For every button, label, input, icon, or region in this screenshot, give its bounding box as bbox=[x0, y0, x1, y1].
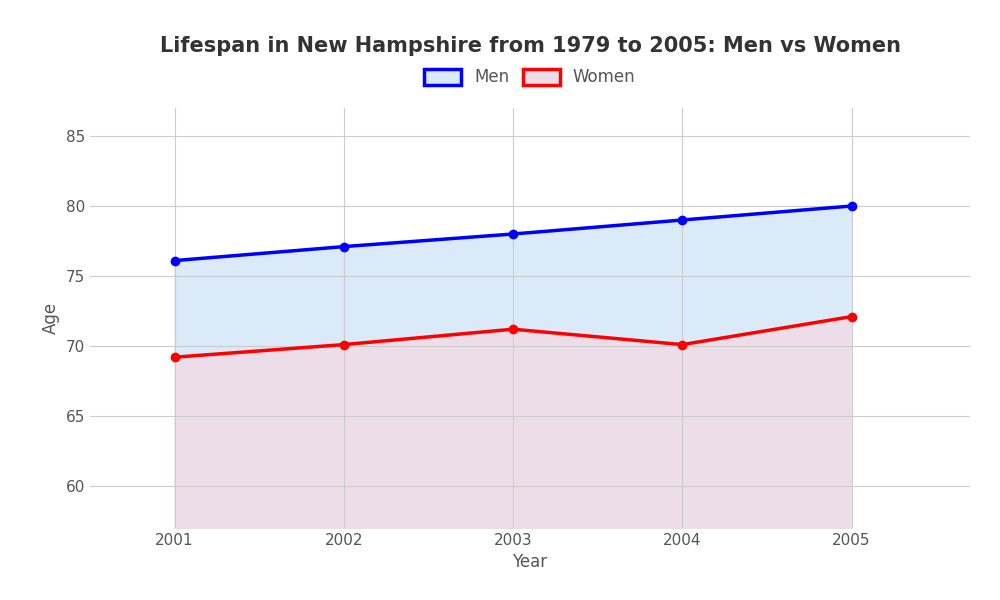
Y-axis label: Age: Age bbox=[42, 302, 60, 334]
X-axis label: Year: Year bbox=[512, 553, 548, 571]
Legend: Men, Women: Men, Women bbox=[418, 62, 642, 93]
Title: Lifespan in New Hampshire from 1979 to 2005: Men vs Women: Lifespan in New Hampshire from 1979 to 2… bbox=[160, 37, 900, 56]
